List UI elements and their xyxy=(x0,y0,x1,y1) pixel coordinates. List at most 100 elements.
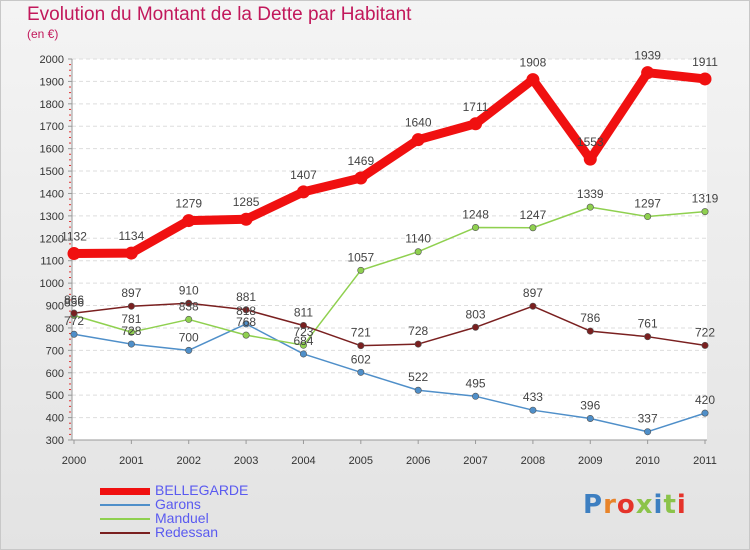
data-point xyxy=(644,428,652,436)
logo-letter: o xyxy=(616,490,636,520)
y-tick-label: 1700 xyxy=(40,121,64,133)
data-point xyxy=(526,73,540,87)
x-tick-label: 2010 xyxy=(635,455,659,467)
data-point xyxy=(529,224,537,232)
data-label: 772 xyxy=(64,314,84,328)
y-tick-label: 700 xyxy=(46,345,64,357)
data-label: 1319 xyxy=(692,192,719,206)
data-label: 838 xyxy=(179,299,199,313)
data-label: 433 xyxy=(523,390,543,404)
data-label: 684 xyxy=(293,334,313,348)
logo-letter: r xyxy=(603,490,617,520)
data-point xyxy=(414,248,422,256)
y-tick-label: 1100 xyxy=(40,256,64,268)
y-tick-label: 400 xyxy=(46,413,64,425)
data-label: 1339 xyxy=(577,187,604,201)
chart-title: Evolution du Montant de la Dette par Hab… xyxy=(27,4,412,25)
legend-swatch xyxy=(100,518,150,520)
data-point xyxy=(299,321,307,329)
legend-swatch xyxy=(100,532,150,534)
x-tick-label: 2003 xyxy=(234,455,258,467)
data-label: 700 xyxy=(179,330,199,344)
logo-letter: t xyxy=(663,490,677,520)
data-point xyxy=(411,133,425,147)
series-line-bellegarde xyxy=(69,68,710,259)
data-label: 866 xyxy=(64,293,84,307)
data-label: 1247 xyxy=(520,208,547,222)
data-point xyxy=(701,341,709,349)
data-label: 1553 xyxy=(577,135,604,149)
data-point xyxy=(127,302,135,310)
legend-label: BELLEGARDE xyxy=(155,482,249,498)
data-label: 728 xyxy=(121,324,141,338)
logo-letter: x xyxy=(635,490,654,520)
legend-label: Redessan xyxy=(155,524,219,540)
data-point xyxy=(586,327,594,335)
data-point xyxy=(469,117,483,131)
data-point xyxy=(472,224,480,232)
data-point xyxy=(242,331,250,339)
data-point xyxy=(127,340,135,348)
x-tick-label: 2000 xyxy=(62,455,86,467)
logo-letter: i xyxy=(653,490,664,520)
data-label: 1469 xyxy=(347,154,374,168)
data-point xyxy=(701,208,709,216)
data-label: 1711 xyxy=(463,100,489,114)
y-tick-label: 1200 xyxy=(40,233,64,245)
data-label: 420 xyxy=(695,393,715,407)
data-point xyxy=(586,203,594,211)
legend-swatch xyxy=(100,504,150,506)
series-line-manduel xyxy=(73,206,706,346)
y-tick-label: 1500 xyxy=(40,166,64,178)
y-tick-label: 1400 xyxy=(40,188,64,200)
data-point xyxy=(67,247,81,261)
data-label: 728 xyxy=(408,324,428,338)
x-tick-label: 2006 xyxy=(406,455,430,467)
data-label: 1132 xyxy=(61,230,87,244)
data-label: 1407 xyxy=(290,168,317,182)
data-label: 781 xyxy=(121,312,141,326)
data-point xyxy=(472,323,480,331)
legend-swatch xyxy=(100,488,150,495)
data-label: 1285 xyxy=(233,195,260,209)
data-point xyxy=(529,302,537,310)
data-label: 818 xyxy=(236,304,256,318)
y-tick-label: 300 xyxy=(46,435,64,447)
data-point xyxy=(354,171,368,185)
data-label: 897 xyxy=(121,286,141,300)
data-label: 811 xyxy=(294,305,313,319)
data-label: 881 xyxy=(236,290,256,304)
data-point xyxy=(127,328,135,336)
data-point xyxy=(124,246,138,260)
data-label: 495 xyxy=(466,376,486,390)
data-label: 1640 xyxy=(405,116,432,130)
chart-subtitle: (en €) xyxy=(27,27,59,41)
y-tick-label: 900 xyxy=(46,301,64,313)
data-point xyxy=(185,299,193,307)
legend-label: Manduel xyxy=(155,510,209,526)
data-label: 1939 xyxy=(634,49,661,63)
data-point xyxy=(242,306,250,314)
data-label: 786 xyxy=(580,311,600,325)
data-label: 723 xyxy=(293,325,313,339)
data-point xyxy=(698,72,712,86)
data-label: 897 xyxy=(523,286,543,300)
data-label: 910 xyxy=(179,283,199,297)
y-tick-label: 1000 xyxy=(40,278,64,290)
data-label: 721 xyxy=(351,326,371,340)
data-point xyxy=(583,152,597,166)
data-point xyxy=(701,409,709,417)
data-label: 722 xyxy=(695,325,715,339)
logo-letter: i xyxy=(676,490,687,520)
data-label: 396 xyxy=(580,398,600,412)
data-point xyxy=(296,185,310,199)
y-tick-label: 1800 xyxy=(40,99,64,111)
data-point xyxy=(70,309,78,317)
data-label: 1297 xyxy=(634,197,661,211)
data-point xyxy=(239,212,253,226)
x-tick-label: 2005 xyxy=(349,455,373,467)
data-point xyxy=(641,66,655,80)
data-label: 602 xyxy=(351,352,371,366)
data-label: 1134 xyxy=(118,229,144,243)
